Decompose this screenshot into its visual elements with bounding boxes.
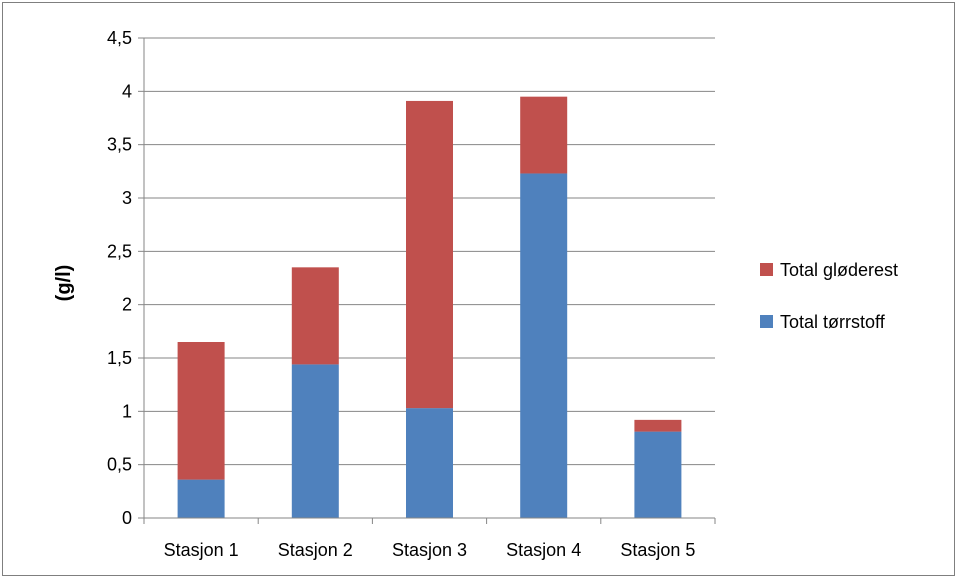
bar-segment	[634, 419, 682, 432]
bar-segment	[291, 364, 339, 518]
bar-segment	[291, 267, 339, 365]
y-tick-label: 4,5	[107, 28, 132, 48]
bar-segment	[177, 342, 225, 480]
y-tick-label: 3	[122, 188, 132, 208]
x-tick-labels: Stasjon 1 Stasjon 2 Stasjon 3 Stasjon 4 Stas…	[164, 540, 696, 560]
y-tick-label: 0,5	[107, 455, 132, 475]
legend-label: Total tørrstoff	[780, 312, 886, 332]
y-tick-label: 0	[122, 508, 132, 528]
legend-swatch	[760, 315, 773, 328]
legend-swatch	[760, 263, 773, 276]
y-tick-label: 2,5	[107, 241, 132, 261]
bar-segment	[520, 96, 568, 174]
x-tick-label: Stasjon 1	[164, 540, 239, 560]
bar-segment	[177, 479, 225, 518]
axes	[138, 37, 716, 524]
y-tick-labels: 0 0,5 1 1,5 2 2,5 3 3,5 4 4,5	[107, 28, 132, 528]
x-tick-label: Stasjon 2	[278, 540, 353, 560]
legend-label: Total gløderest	[780, 260, 898, 280]
x-tick-label: Stasjon 4	[506, 540, 581, 560]
y-tick-label: 3,5	[107, 135, 132, 155]
bar-segment	[406, 100, 453, 409]
bars	[177, 96, 682, 518]
bar-segment	[520, 173, 568, 518]
legend: Total gløderest Total tørrstoff	[760, 260, 898, 332]
y-tick-label: 2	[122, 295, 132, 315]
bar-segment	[406, 408, 453, 518]
y-tick-label: 1,5	[107, 348, 132, 368]
x-tick-label: Stasjon 5	[620, 540, 695, 560]
bar-segment	[634, 431, 682, 518]
y-tick-label: 1	[122, 401, 132, 421]
x-tick-label: Stasjon 3	[392, 540, 467, 560]
y-tick-label: 4	[122, 81, 132, 101]
y-axis-label: (g/l)	[53, 265, 75, 302]
